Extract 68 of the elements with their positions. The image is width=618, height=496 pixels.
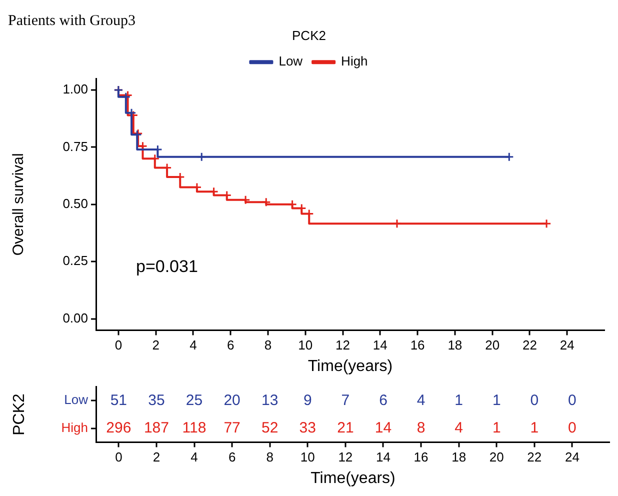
x-tick-label: 24: [564, 450, 580, 465]
legend-title: PCK2: [292, 28, 326, 44]
x-axis-title: Time(years): [310, 470, 396, 487]
data-label: 6: [379, 392, 388, 409]
x-tick-label: 2: [152, 450, 160, 465]
x-tick-label: 10: [298, 338, 313, 353]
x-tick-label: 18: [452, 450, 466, 465]
data-label: 187: [144, 419, 169, 436]
data-label: 1: [492, 392, 501, 409]
data-label: 0: [568, 392, 576, 409]
x-tick-label: 8: [264, 338, 272, 353]
legend-label: High: [341, 54, 368, 69]
data-label: 0: [530, 392, 539, 409]
x-tick-label: 12: [336, 338, 350, 353]
x-tick-label: 22: [527, 450, 542, 465]
x-tick-label: 24: [560, 338, 574, 353]
data-label: 51: [110, 392, 128, 409]
data-label: 52: [262, 419, 278, 436]
x-tick-label: 12: [338, 450, 353, 465]
data-label: 13: [262, 392, 278, 409]
y-tick-label: 0.25: [62, 253, 88, 268]
data-label: 8: [416, 419, 426, 436]
x-tick-label: 0: [115, 450, 122, 465]
x-tick-label: 20: [485, 338, 500, 353]
x-tick-label: 0: [114, 338, 122, 353]
x-tick-label: 18: [448, 338, 462, 353]
data-label: 1: [454, 392, 463, 409]
x-tick-label: 20: [489, 450, 504, 465]
data-label: 14: [374, 419, 392, 436]
y-axis-title: PCK2: [11, 394, 28, 436]
data-label: 9: [303, 392, 312, 409]
data-label: 296: [106, 419, 132, 436]
data-label: 4: [454, 419, 463, 436]
annotation: p=0.031: [136, 256, 198, 276]
x-tick-label: 2: [152, 338, 160, 353]
chart-title: Patients with Group3: [8, 12, 136, 29]
x-tick-label: 8: [266, 450, 274, 465]
y-tick-label: High: [61, 420, 88, 435]
data-label: 20: [224, 392, 240, 409]
y-axis-title: Overall survival: [10, 153, 28, 256]
y-tick-label: 0.50: [62, 196, 88, 211]
data-label: 1: [530, 419, 539, 436]
data-label: 77: [224, 419, 240, 436]
x-tick-label: 4: [190, 450, 198, 465]
x-tick-label: 10: [300, 450, 315, 465]
x-tick-label: 4: [190, 338, 197, 353]
legend-label: Low: [278, 54, 304, 69]
data-label: 7: [341, 392, 350, 409]
x-axis-title: Time(years): [308, 358, 393, 375]
x-tick-label: 16: [414, 450, 428, 465]
data-label: 25: [186, 392, 203, 409]
x-tick-label: 16: [410, 338, 425, 353]
data-label: 118: [182, 419, 206, 436]
x-tick-label: 6: [226, 338, 234, 353]
data-label: 0: [568, 419, 576, 436]
x-tick-label: 14: [372, 338, 388, 353]
y-tick-label: 0.75: [62, 138, 88, 154]
y-tick-label: Low: [64, 392, 89, 408]
data-label: 1: [492, 419, 501, 436]
x-tick-label: 22: [522, 338, 537, 353]
data-label: 21: [337, 419, 354, 436]
y-tick-label: 0.00: [62, 310, 88, 326]
data-label: 35: [148, 392, 165, 409]
x-tick-label: 6: [228, 450, 236, 465]
x-tick-label: 14: [376, 450, 390, 465]
data-label: 4: [416, 392, 426, 409]
y-tick-label: 1.00: [62, 82, 88, 97]
data-label: 33: [299, 419, 316, 436]
